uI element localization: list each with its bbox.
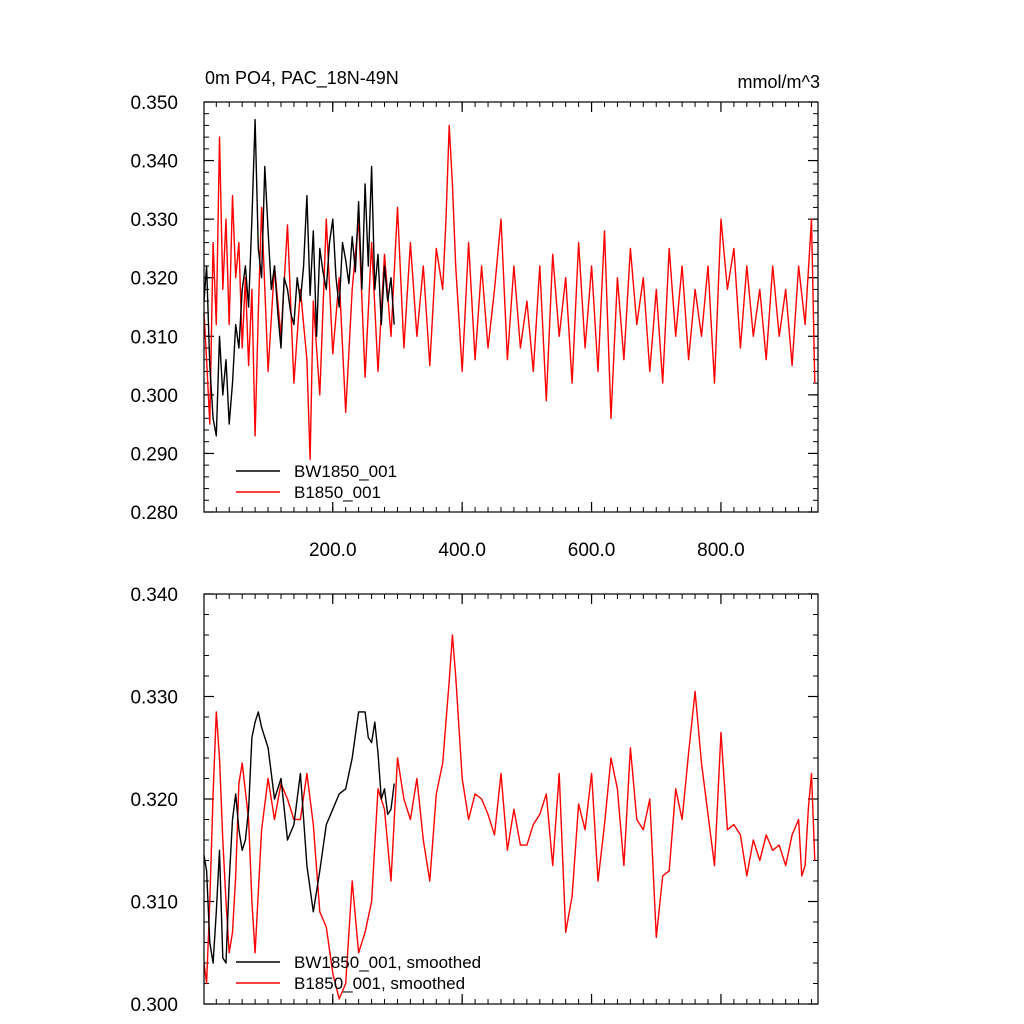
y-tick-label: 0.310 <box>130 893 178 914</box>
panel-bottom: 0.300 0.310 0.320 0.330 0.340 BW1850_001, sm… <box>130 585 819 1016</box>
series-line-bw1850-bottom <box>203 711 395 964</box>
series-line-b1850-bottom <box>203 634 816 1000</box>
x-tick-label: 800.0 <box>697 540 745 561</box>
y-tick-label: 0.320 <box>130 790 178 811</box>
panel-top: 0m PO4, PAC_18N-49N mmol/m^3 200.0 400.0 6… <box>130 68 820 561</box>
x-tick-label: 600.0 <box>568 540 616 561</box>
legend-bottom: BW1850_001, smoothed B1850_001, smoothed <box>236 953 481 993</box>
units-label: mmol/m^3 <box>738 72 820 92</box>
y-tick-label: 0.330 <box>130 688 178 709</box>
y-tick-label: 0.300 <box>130 386 178 407</box>
chart-title: 0m PO4, PAC_18N-49N <box>205 68 399 89</box>
legend-label-bw1850: BW1850_001 <box>294 462 397 481</box>
y-tick-label: 0.350 <box>130 93 178 114</box>
plot-area-top: 200.0 400.0 600.0 800.0 0.280 0.290 0.300 0.310… <box>130 93 818 561</box>
y-tick-label: 0.320 <box>130 269 178 290</box>
y-tick-label: 0.280 <box>130 503 178 524</box>
y-tick-label: 0.310 <box>130 327 178 348</box>
y-tick-label: 0.340 <box>130 152 178 173</box>
plot-frame-top <box>203 101 819 513</box>
legend-label-bw1850-smoothed: BW1850_001, smoothed <box>294 953 481 972</box>
y-tick-label: 0.340 <box>130 585 178 606</box>
y-tick-label: 0.330 <box>130 210 178 231</box>
legend-label-b1850: B1850_001 <box>294 483 381 502</box>
y-tick-label: 0.290 <box>130 444 178 465</box>
x-tick-label: 400.0 <box>438 540 486 561</box>
legend-top: BW1850_001 B1850_001 <box>236 462 397 502</box>
y-tick-label: 0.300 <box>130 995 178 1016</box>
series-line-bw1850-top <box>203 118 395 437</box>
plot-frame-bottom <box>203 593 819 1005</box>
plot-area-bottom: 0.300 0.310 0.320 0.330 0.340 <box>130 585 818 1016</box>
legend-label-b1850-smoothed: B1850_001, smoothed <box>294 974 465 993</box>
x-tick-label: 200.0 <box>309 540 357 561</box>
series-line-b1850-top <box>203 124 816 460</box>
